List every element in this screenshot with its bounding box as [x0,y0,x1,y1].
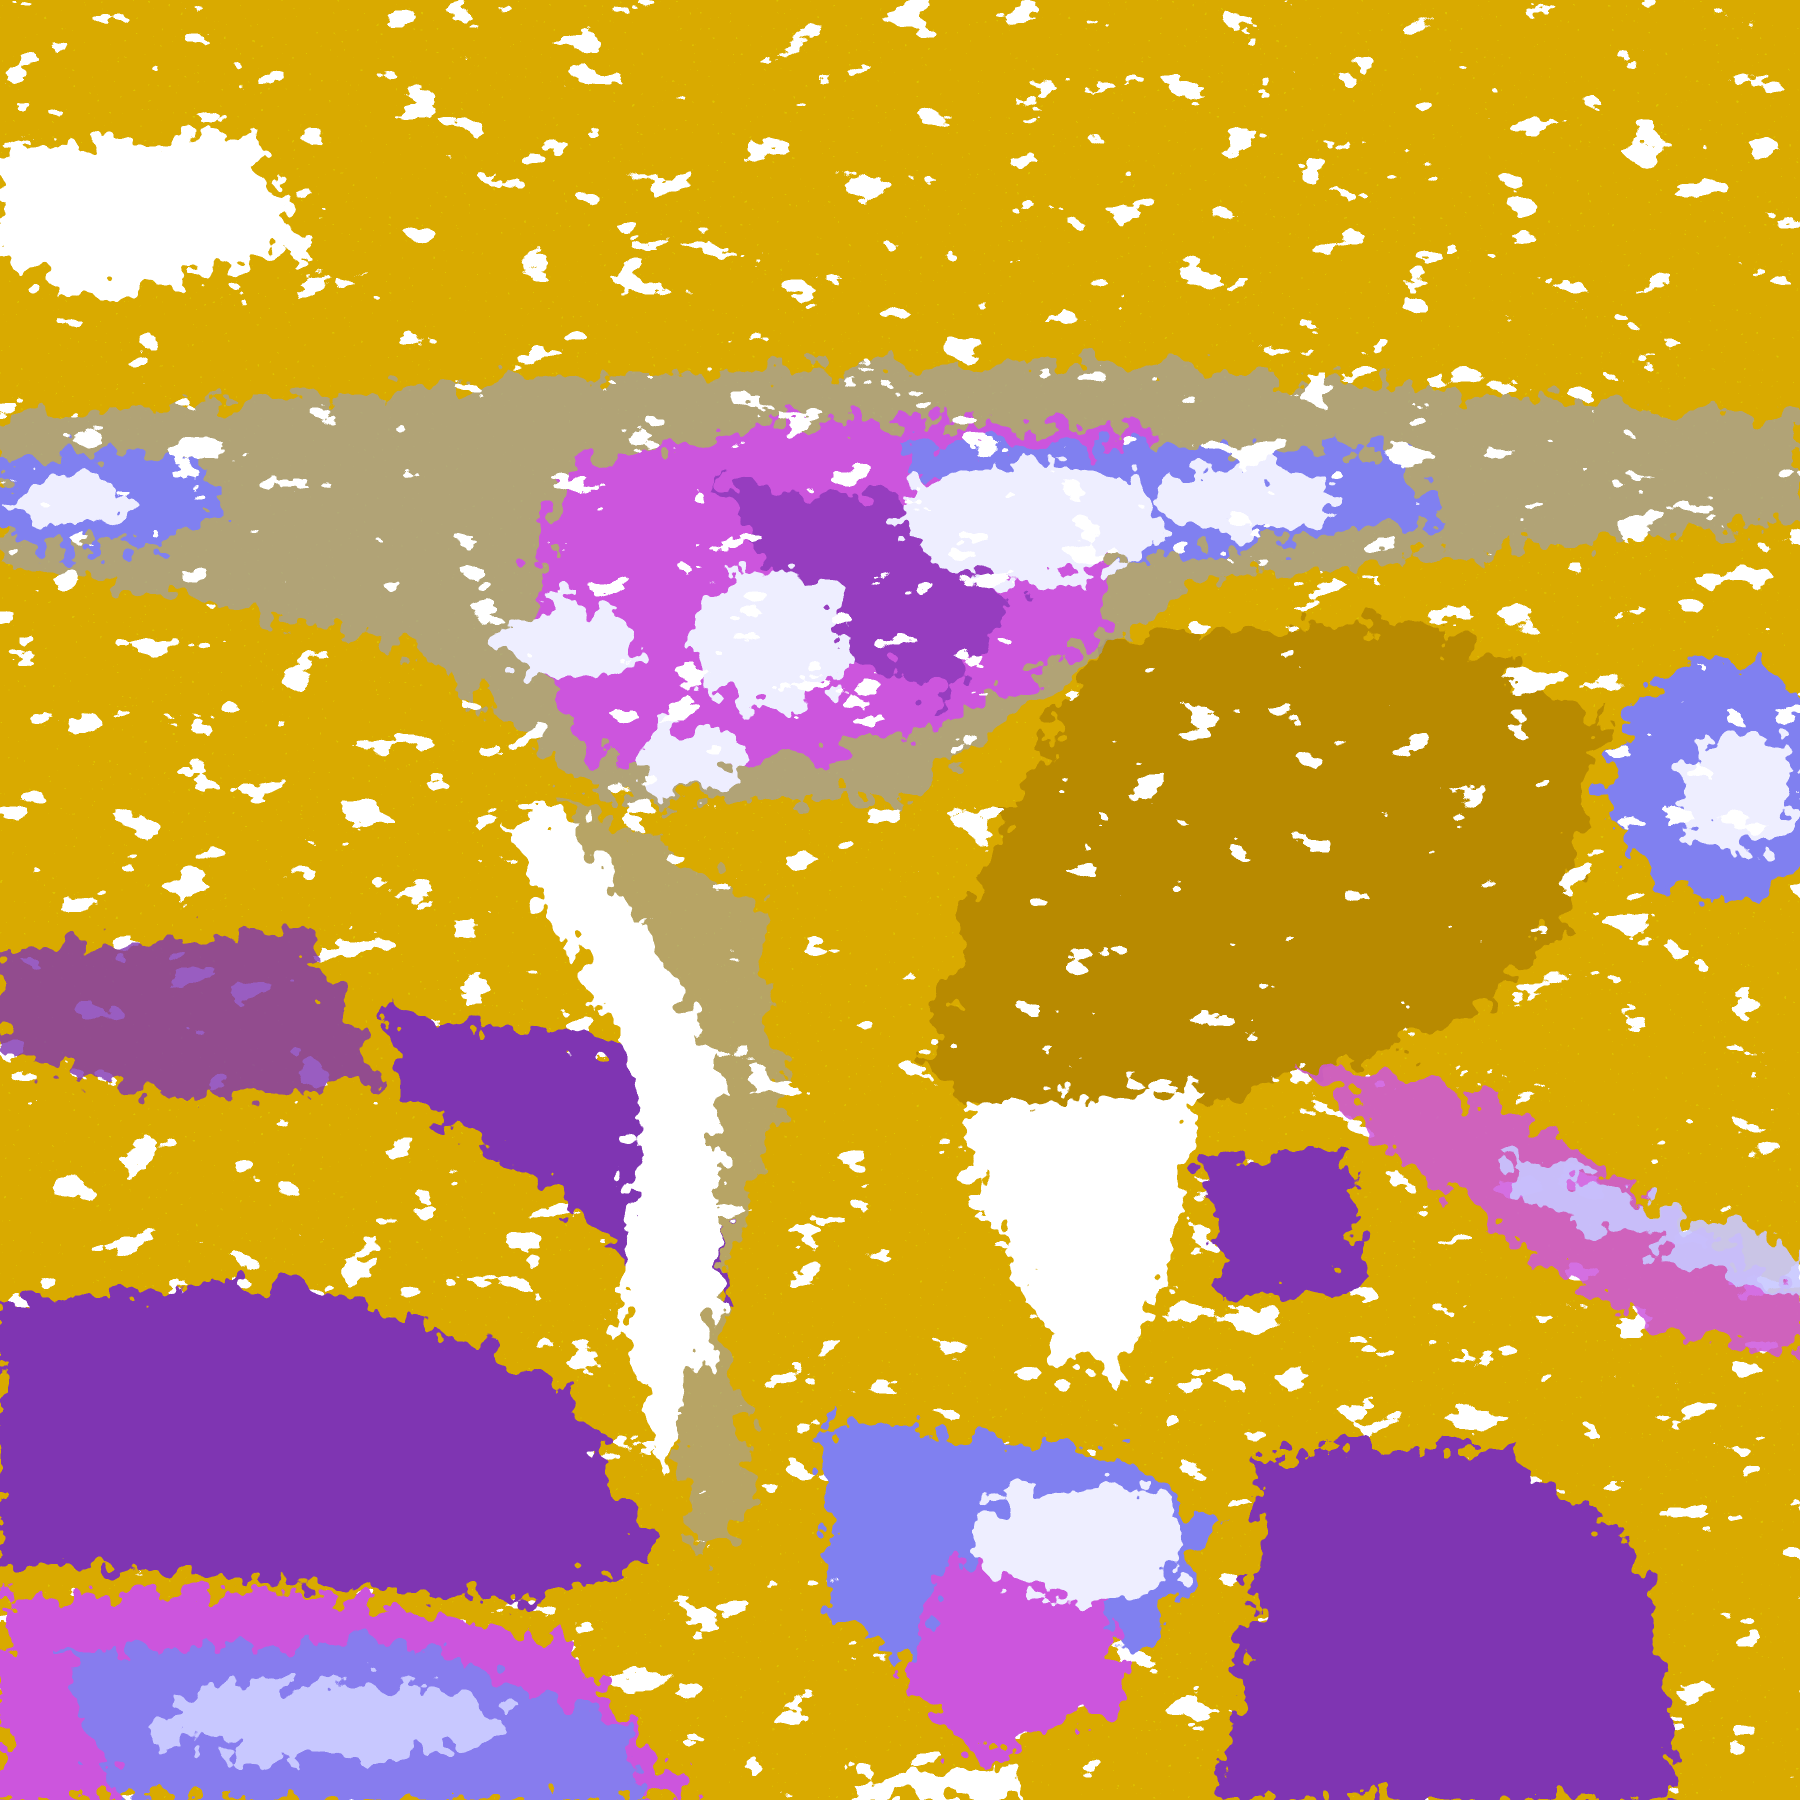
southern-cloud-systems [0,930,1800,1800]
clear-ocean-areas [0,130,1200,1800]
